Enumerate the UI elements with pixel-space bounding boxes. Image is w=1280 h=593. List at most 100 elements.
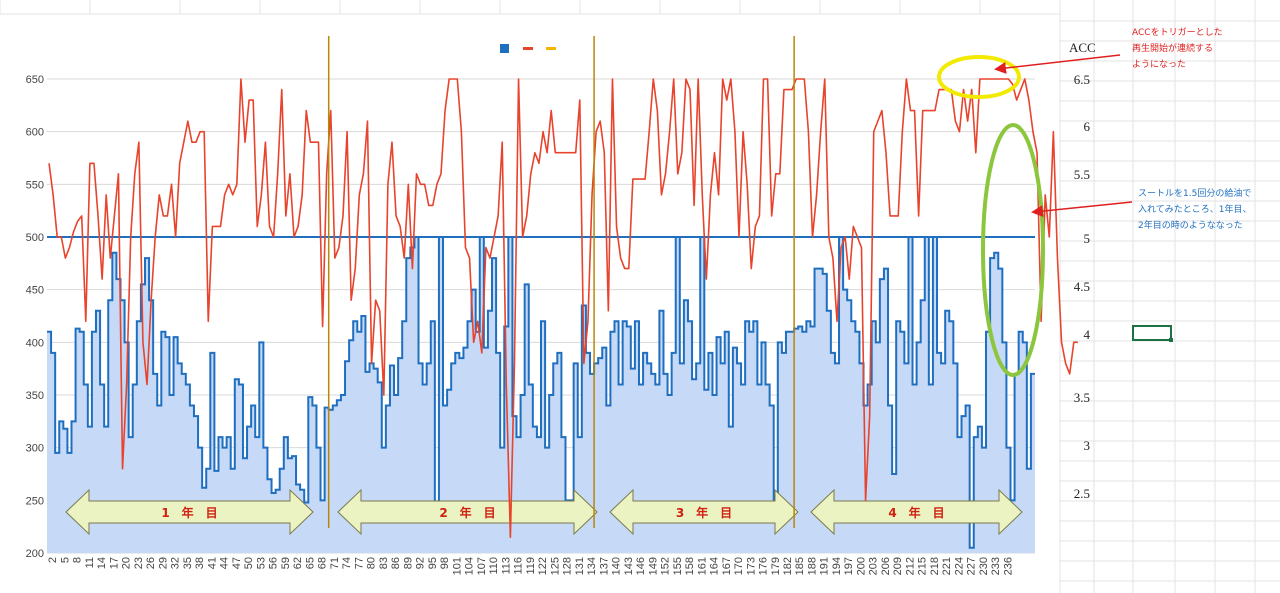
x-tick-label: 215 xyxy=(917,557,929,575)
x-tick-label: 179 xyxy=(770,557,782,575)
x-tick-label: 134 xyxy=(586,557,598,575)
y-tick-label: 500 xyxy=(26,232,44,244)
x-tick-label: 218 xyxy=(929,557,941,575)
x-tick-label: 98 xyxy=(439,557,451,569)
year-arrow xyxy=(337,488,598,536)
x-tick-label: 155 xyxy=(672,557,684,575)
x-tick-label: 104 xyxy=(464,557,476,575)
x-tick-label: 101 xyxy=(451,557,463,575)
x-tick-label: 206 xyxy=(880,557,892,575)
annotation-throttle-line-1: スートルを1.5回分の給油で xyxy=(1138,189,1252,199)
annotation-acc-line-3: ようになった xyxy=(1132,60,1187,70)
annotation-throttle-line-2: 入れてみたところ、1年目、 xyxy=(1138,205,1252,215)
x-tick-label: 86 xyxy=(390,557,402,569)
year-arrow xyxy=(609,488,799,536)
y-tick-label: 350 xyxy=(26,390,44,402)
y-tick-label: 550 xyxy=(26,179,44,191)
acc-tick-label: 6.5 xyxy=(1074,72,1090,87)
x-tick-label: 176 xyxy=(758,557,770,575)
x-tick-label: 122 xyxy=(537,557,549,575)
year-label: 1 年 目 xyxy=(161,505,217,520)
y-tick-label: 200 xyxy=(26,548,44,560)
x-tick-label: 224 xyxy=(953,557,965,575)
annotation-acc-trigger: ACCをトリガーとした 再生開始が連続する ようになった xyxy=(1132,25,1223,73)
acc-tick-label: 5.5 xyxy=(1074,167,1090,182)
x-tick-label: 20 xyxy=(121,557,133,569)
x-tick-label: 62 xyxy=(292,557,304,569)
x-tick-label: 203 xyxy=(868,557,880,575)
x-tick-label: 185 xyxy=(794,557,806,575)
x-tick-label: 125 xyxy=(549,557,561,575)
x-tick-label: 77 xyxy=(353,557,365,569)
x-tick-label: 233 xyxy=(990,557,1002,575)
x-tick-label: 170 xyxy=(733,557,745,575)
acc-tick-label: 3 xyxy=(1084,438,1091,453)
x-tick-label: 5 xyxy=(59,557,71,563)
y-tick-label: 400 xyxy=(26,337,44,349)
x-tick-label: 11 xyxy=(84,557,96,568)
x-tick-label: 137 xyxy=(598,557,610,575)
acc-tick-label: 6 xyxy=(1084,119,1091,134)
acc-tick-label: 2.5 xyxy=(1074,486,1090,501)
x-tick-label: 59 xyxy=(280,557,292,569)
x-tick-label: 188 xyxy=(806,557,818,575)
acc-tick-label: 4 xyxy=(1084,327,1091,342)
x-tick-label: 194 xyxy=(831,557,843,575)
x-tick-label: 143 xyxy=(623,557,635,575)
x-tick-label: 191 xyxy=(819,557,831,575)
acc-tick-label: 3.5 xyxy=(1074,390,1090,405)
y-tick-label: 300 xyxy=(26,443,44,455)
annotation-arrow xyxy=(994,54,1121,74)
x-tick-label: 131 xyxy=(574,557,586,575)
x-tick-label: 227 xyxy=(966,557,978,575)
year-label: 3 年 目 xyxy=(676,505,732,520)
x-tick-label: 65 xyxy=(304,557,316,569)
x-tick-label: 53 xyxy=(255,557,267,569)
x-tick-label: 38 xyxy=(194,557,206,569)
x-tick-label: 80 xyxy=(366,557,378,569)
acc-axis-label: ACC xyxy=(1069,40,1096,55)
x-tick-label: 68 xyxy=(317,557,329,569)
year-arrow xyxy=(810,488,1023,536)
annotation-arrow xyxy=(1031,201,1133,218)
x-tick-label: 44 xyxy=(219,557,231,569)
x-tick-label: 158 xyxy=(684,557,696,575)
x-tick-label: 164 xyxy=(709,557,721,575)
x-tick-label: 8 xyxy=(72,557,84,563)
x-tick-label: 41 xyxy=(206,557,218,569)
y-tick-label: 600 xyxy=(26,127,44,139)
x-tick-label: 182 xyxy=(782,557,794,575)
x-tick-label: 23 xyxy=(133,557,145,569)
x-tick-label: 107 xyxy=(476,557,488,575)
year-label: 4 年 目 xyxy=(888,505,944,520)
x-tick-label: 92 xyxy=(415,557,427,569)
selected-cell[interactable] xyxy=(1132,325,1173,342)
x-tick-label: 119 xyxy=(525,557,537,575)
acc-tick-label: 5 xyxy=(1084,231,1091,246)
annotation-throttle: スートルを1.5回分の給油で 入れてみたところ、1年目、 2年目の時のようななっ… xyxy=(1138,186,1251,234)
x-tick-label: 17 xyxy=(108,557,120,569)
x-tick-label: 149 xyxy=(647,557,659,575)
x-tick-label: 50 xyxy=(243,557,255,569)
x-tick-label: 113 xyxy=(500,557,512,575)
year-label: 2 年 目 xyxy=(439,505,495,520)
y-tick-label: 650 xyxy=(26,74,44,86)
legend-marker-series-3 xyxy=(546,47,556,50)
x-tick-label: 29 xyxy=(157,557,169,569)
x-tick-label: 116 xyxy=(513,557,525,575)
x-tick-label: 230 xyxy=(978,557,990,575)
x-tick-label: 47 xyxy=(231,557,243,569)
x-tick-label: 95 xyxy=(427,557,439,569)
x-tick-label: 110 xyxy=(488,557,500,575)
x-tick-label: 236 xyxy=(1002,557,1014,575)
x-tick-label: 128 xyxy=(562,557,574,575)
highlight-ellipse-green xyxy=(981,123,1045,377)
x-tick-label: 56 xyxy=(268,557,280,569)
x-tick-label: 74 xyxy=(341,557,353,569)
y-tick-label: 450 xyxy=(26,285,44,297)
x-tick-label: 221 xyxy=(941,557,953,575)
area-line-series-1 xyxy=(47,236,1035,549)
acc-tick-label: 4.5 xyxy=(1074,279,1090,294)
